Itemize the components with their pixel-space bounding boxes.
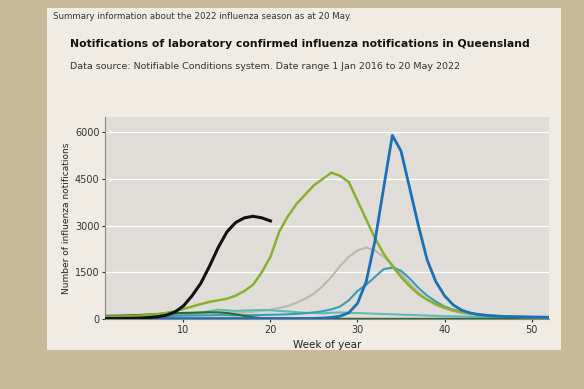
Text: Data source: Notifiable Conditions system. Date range 1 Jan 2016 to 20 May 2022: Data source: Notifiable Conditions syste…: [70, 62, 460, 71]
X-axis label: Week of year: Week of year: [293, 340, 361, 350]
Text: Notifications of laboratory confirmed influenza notifications in Queensland: Notifications of laboratory confirmed in…: [70, 39, 530, 49]
Text: Summary information about the 2022 influenza season as at 20 May.: Summary information about the 2022 influ…: [53, 12, 351, 21]
Y-axis label: Number of influenza notifications: Number of influenza notifications: [62, 142, 71, 294]
